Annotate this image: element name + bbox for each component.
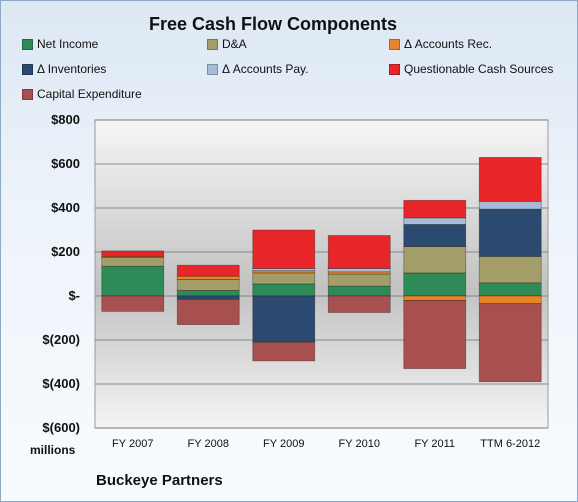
legend-swatch <box>207 38 218 50</box>
legend-swatch <box>389 63 400 75</box>
chart-title: Free Cash Flow Components <box>148 14 398 34</box>
bar-segment <box>176 298 240 325</box>
legend-item: Capital Expenditure <box>22 87 142 101</box>
legend-label: D&A <box>222 37 247 51</box>
x-tick-label: FY 2010 <box>338 438 380 450</box>
y-tick-label: $400 <box>51 200 80 215</box>
bar-segment <box>327 235 391 269</box>
company-name: Buckeye Partners <box>96 472 223 489</box>
bar-segment <box>252 272 316 285</box>
bar-segment <box>327 268 391 273</box>
bar-segment <box>478 200 542 210</box>
bar-segment <box>327 295 391 313</box>
legend-item: Questionable Cash Sources <box>389 62 553 76</box>
bar-segment <box>403 295 467 301</box>
y-tick-label: $200 <box>51 244 80 259</box>
plot-background <box>94 119 549 429</box>
bar-segment <box>403 224 467 247</box>
legend-item: Net Income <box>22 37 98 51</box>
bar-segment <box>403 217 467 225</box>
y-tick-label: $(600) <box>42 420 80 435</box>
legend-label: Questionable Cash Sources <box>404 62 554 76</box>
legend-item: D&A <box>207 37 247 51</box>
bars <box>101 156 542 383</box>
bar-segment <box>176 279 240 291</box>
bar-segment <box>403 272 467 297</box>
legend-swatch <box>207 63 218 75</box>
bar-segment <box>478 295 542 305</box>
x-tick-label: FY 2007 <box>112 438 154 450</box>
legend-swatch <box>22 63 33 75</box>
y-tick-label: $(400) <box>42 376 80 391</box>
legend-label: Capital Expenditure <box>37 87 142 101</box>
unit-label: millions <box>30 443 76 457</box>
bar-segment <box>252 295 316 343</box>
y-tick-label: $600 <box>51 156 80 171</box>
bar-segment <box>478 156 542 202</box>
x-tick-label: FY 2011 <box>414 438 456 450</box>
bar-segment <box>478 303 542 383</box>
legend-label: Δ Accounts Rec. <box>404 37 493 51</box>
x-tick-label: TTM 6-2012 <box>480 438 541 450</box>
gridlines <box>95 119 548 429</box>
legend-swatch <box>22 38 33 50</box>
y-tick-label: $- <box>68 288 80 303</box>
legend-item: Δ Inventories <box>22 62 106 76</box>
bar-segment <box>252 283 316 297</box>
bar-segment <box>252 341 316 362</box>
legend-item: Δ Accounts Rec. <box>389 37 492 51</box>
bar-segment <box>101 295 165 312</box>
bar-segment <box>327 273 391 287</box>
y-tick-label: $800 <box>51 112 80 127</box>
bar-segment <box>101 250 165 257</box>
bar-segment <box>478 255 542 284</box>
legend-label: Net Income <box>37 37 99 51</box>
bar-segment <box>176 275 240 280</box>
bar-segment <box>327 285 391 297</box>
legend-label: Δ Accounts Pay. <box>222 62 309 76</box>
y-tick-label: $(200) <box>42 332 80 347</box>
legend-item: Δ Accounts Pay. <box>207 62 309 76</box>
bar-segment <box>176 295 240 300</box>
bar-segment <box>478 208 542 257</box>
x-tick-label: FY 2009 <box>263 438 305 450</box>
bar-segment <box>403 199 467 219</box>
bar-segment <box>101 265 165 297</box>
legend-label: Δ Inventories <box>37 62 107 76</box>
bar-segment <box>403 246 467 274</box>
bar-segment <box>101 257 165 267</box>
bar-segment <box>252 229 316 269</box>
legend-swatch <box>22 88 33 100</box>
x-tick-label: FY 2008 <box>187 438 229 450</box>
bar-segment <box>403 299 467 369</box>
legend-swatch <box>389 38 400 50</box>
bar-segment <box>176 290 240 297</box>
bar-segment <box>176 264 240 277</box>
bar-segment <box>478 282 542 297</box>
